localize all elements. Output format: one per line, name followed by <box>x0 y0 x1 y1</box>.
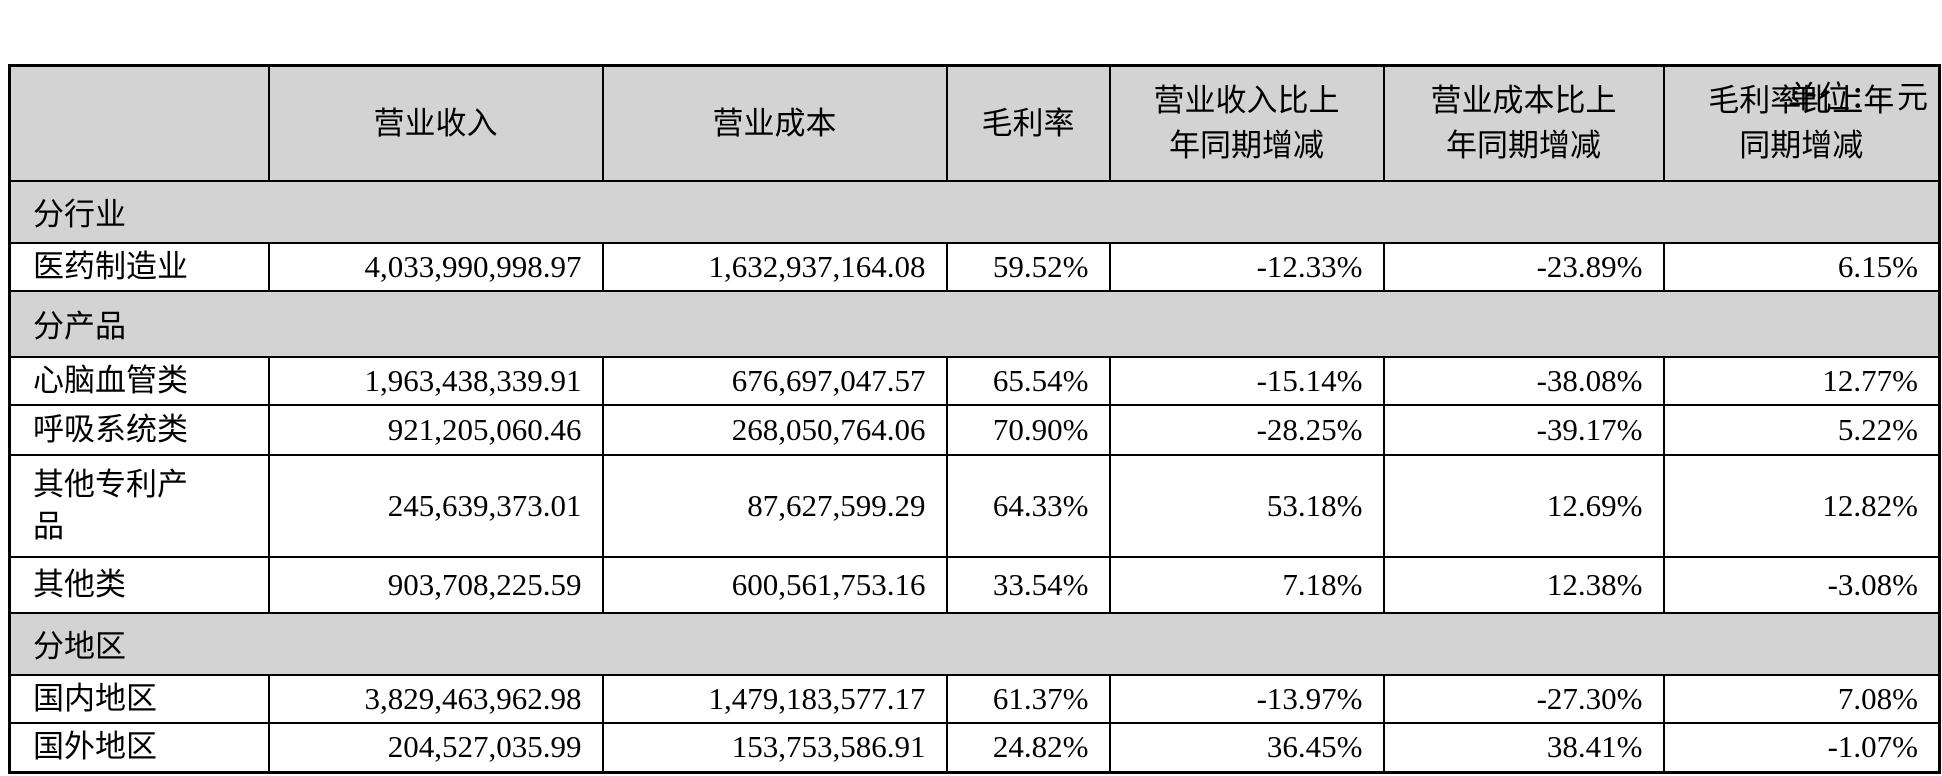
row-label: 国内地区 <box>8 673 270 724</box>
revenue-yoy-value: -15.14% <box>1108 355 1385 406</box>
cost-value: 153,753,586.91 <box>601 721 948 774</box>
cost-value: 1,479,183,577.17 <box>601 673 948 724</box>
section-title-by-region: 分地区 <box>8 611 1941 676</box>
gross-margin-yoy-value: 5.22% <box>1662 403 1941 456</box>
row-label: 其他专利产品 <box>8 453 270 558</box>
gross-margin-value: 59.52% <box>945 241 1111 292</box>
revenue-yoy-value: -13.97% <box>1108 673 1385 724</box>
cost-value: 87,627,599.29 <box>601 453 948 558</box>
row-label: 心脑血管类 <box>8 355 270 406</box>
header-revenue-yoy: 营业收入比上 年同期增减 <box>1108 64 1385 182</box>
operating-results-table: 营业收入 营业成本 毛利率 营业收入比上 年同期增减 营业成本比上 年同期增减 … <box>8 64 1941 774</box>
gross-margin-yoy-value: -1.07% <box>1662 721 1941 774</box>
row-label: 医药制造业 <box>8 241 270 292</box>
cost-value: 600,561,753.16 <box>601 555 948 614</box>
row-label: 呼吸系统类 <box>8 403 270 456</box>
table-row-respiratory: 呼吸系统类 921,205,060.46 268,050,764.06 70.9… <box>8 403 1941 456</box>
section-title-by-industry: 分行业 <box>8 179 1941 244</box>
table-row-other-category: 其他类 903,708,225.59 600,561,753.16 33.54%… <box>8 555 1941 614</box>
gross-margin-yoy-value: 12.77% <box>1662 355 1941 406</box>
revenue-value: 245,639,373.01 <box>267 453 604 558</box>
cost-yoy-value: 12.69% <box>1382 453 1665 558</box>
table-row-domestic-region: 国内地区 3,829,463,962.98 1,479,183,577.17 6… <box>8 673 1941 724</box>
table-header-row: 营业收入 营业成本 毛利率 营业收入比上 年同期增减 营业成本比上 年同期增减 … <box>8 64 1941 182</box>
gross-margin-value: 24.82% <box>945 721 1111 774</box>
section-row-by-region: 分地区 <box>8 611 1941 676</box>
gross-margin-yoy-value: -3.08% <box>1662 555 1941 614</box>
unit-value: 元 <box>1897 80 1928 115</box>
cost-value: 268,050,764.06 <box>601 403 948 456</box>
revenue-yoy-value: 53.18% <box>1108 453 1385 558</box>
revenue-yoy-value: -12.33% <box>1108 241 1385 292</box>
gross-margin-value: 65.54% <box>945 355 1111 406</box>
cost-yoy-value: -39.17% <box>1382 403 1665 456</box>
cost-yoy-value: -23.89% <box>1382 241 1665 292</box>
revenue-yoy-value: 7.18% <box>1108 555 1385 614</box>
gross-margin-yoy-value: 12.82% <box>1662 453 1941 558</box>
cost-yoy-value: 12.38% <box>1382 555 1665 614</box>
row-label: 其他类 <box>8 555 270 614</box>
table-row-pharma-manufacturing: 医药制造业 4,033,990,998.97 1,632,937,164.08 … <box>8 241 1941 292</box>
section-row-by-product: 分产品 <box>8 289 1941 358</box>
cost-value: 1,632,937,164.08 <box>601 241 948 292</box>
revenue-yoy-value: 36.45% <box>1108 721 1385 774</box>
header-cost: 营业成本 <box>601 64 948 182</box>
revenue-value: 903,708,225.59 <box>267 555 604 614</box>
cost-yoy-value: -27.30% <box>1382 673 1665 724</box>
unit-note: 单位： 元 <box>1788 72 1928 117</box>
table-row-overseas-region: 国外地区 204,527,035.99 153,753,586.91 24.82… <box>8 721 1941 774</box>
header-gross-margin: 毛利率 <box>945 64 1111 182</box>
revenue-value: 3,829,463,962.98 <box>267 673 604 724</box>
gross-margin-yoy-value: 6.15% <box>1662 241 1941 292</box>
revenue-value: 4,033,990,998.97 <box>267 241 604 292</box>
gross-margin-value: 70.90% <box>945 403 1111 456</box>
header-cost-yoy: 营业成本比上 年同期增减 <box>1382 64 1665 182</box>
table-row-cardio-cerebrovascular: 心脑血管类 1,963,438,339.91 676,697,047.57 65… <box>8 355 1941 406</box>
cost-yoy-value: -38.08% <box>1382 355 1665 406</box>
cost-value: 676,697,047.57 <box>601 355 948 406</box>
row-label: 国外地区 <box>8 721 270 774</box>
cost-yoy-value: 38.41% <box>1382 721 1665 774</box>
gross-margin-value: 61.37% <box>945 673 1111 724</box>
gross-margin-value: 64.33% <box>945 453 1111 558</box>
gross-margin-value: 33.54% <box>945 555 1111 614</box>
header-category <box>8 64 270 182</box>
header-gross-margin-yoy: 毛利率比上年 同期增减 <box>1662 64 1941 182</box>
revenue-yoy-value: -28.25% <box>1108 403 1385 456</box>
gross-margin-yoy-value: 7.08% <box>1662 673 1941 724</box>
revenue-value: 204,527,035.99 <box>267 721 604 774</box>
header-revenue: 营业收入 <box>267 64 604 182</box>
section-title-by-product: 分产品 <box>8 289 1941 358</box>
unit-label: 单位： <box>1788 80 1881 115</box>
section-row-by-industry: 分行业 <box>8 179 1941 244</box>
revenue-value: 921,205,060.46 <box>267 403 604 456</box>
revenue-value: 1,963,438,339.91 <box>267 355 604 406</box>
table-row-other-patented-products: 其他专利产品 245,639,373.01 87,627,599.29 64.3… <box>8 453 1941 558</box>
